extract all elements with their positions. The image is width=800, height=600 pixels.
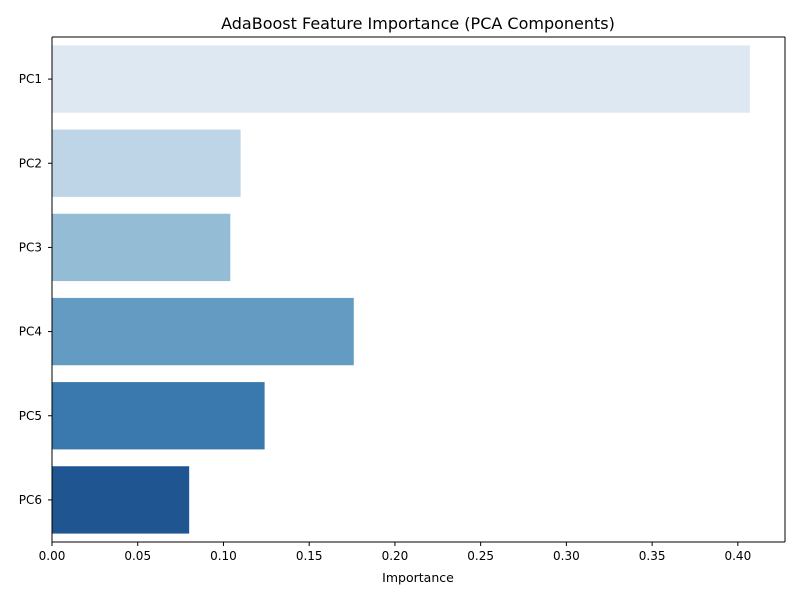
x-axis-label: Importance (382, 570, 454, 585)
bar-pc4 (52, 297, 354, 366)
bar-pc6 (52, 466, 190, 534)
x-tick-label: 0.40 (724, 549, 751, 563)
bars-layer (52, 45, 750, 534)
y-tick-label-pc4: PC4 (19, 325, 42, 339)
bar-pc5 (52, 382, 265, 450)
bar-pc2 (52, 129, 241, 197)
bar-pc1 (52, 45, 750, 113)
y-tick-label-pc3: PC3 (19, 240, 42, 254)
x-tick-label: 0.25 (467, 549, 494, 563)
chart-title: AdaBoost Feature Importance (PCA Compone… (221, 14, 615, 33)
y-tick-label-pc1: PC1 (19, 72, 42, 86)
x-tick-label: 0.30 (553, 549, 580, 563)
x-tick-label: 0.35 (639, 549, 666, 563)
y-ticks-layer: PC1 PC2 PC3 PC4 PC5 PC6 (19, 72, 52, 507)
y-tick-label-pc5: PC5 (19, 409, 42, 423)
y-tick-label-pc2: PC2 (19, 156, 42, 170)
x-ticks-layer: 0.00 0.05 0.10 0.15 0.20 0.25 0.30 0.35 0.40 (39, 542, 751, 563)
x-tick-label: 0.15 (296, 549, 323, 563)
x-tick-label: 0.10 (210, 549, 237, 563)
x-tick-label: 0.20 (382, 549, 409, 563)
x-tick-label: 0.05 (124, 549, 151, 563)
y-tick-label-pc6: PC6 (19, 493, 42, 507)
bar-pc3 (52, 213, 231, 282)
axes-layer (51, 36, 786, 543)
x-tick-label: 0.00 (39, 549, 66, 563)
